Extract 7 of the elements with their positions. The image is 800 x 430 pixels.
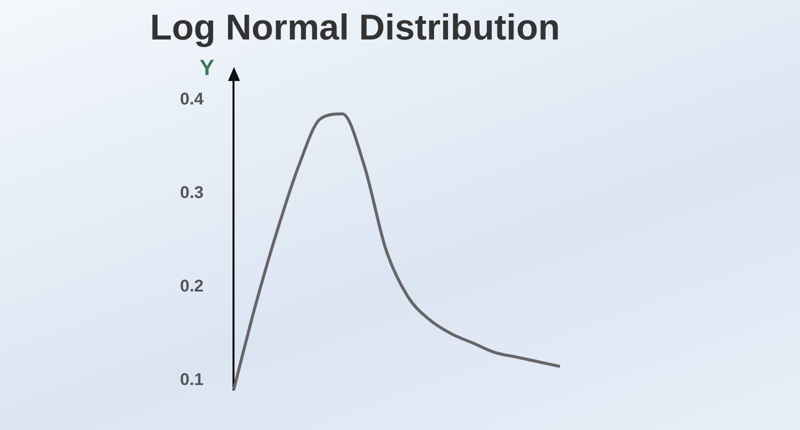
y-tick-label: 0.1 bbox=[180, 370, 204, 390]
y-tick-label: 0.2 bbox=[180, 276, 204, 296]
y-tick-label: 0.4 bbox=[180, 90, 204, 109]
line-series bbox=[232, 112, 562, 390]
chart-title: Log Normal Distribution bbox=[150, 6, 560, 48]
y-tick-label: 0.3 bbox=[180, 183, 204, 202]
y-axis-title: Y bbox=[200, 55, 214, 82]
